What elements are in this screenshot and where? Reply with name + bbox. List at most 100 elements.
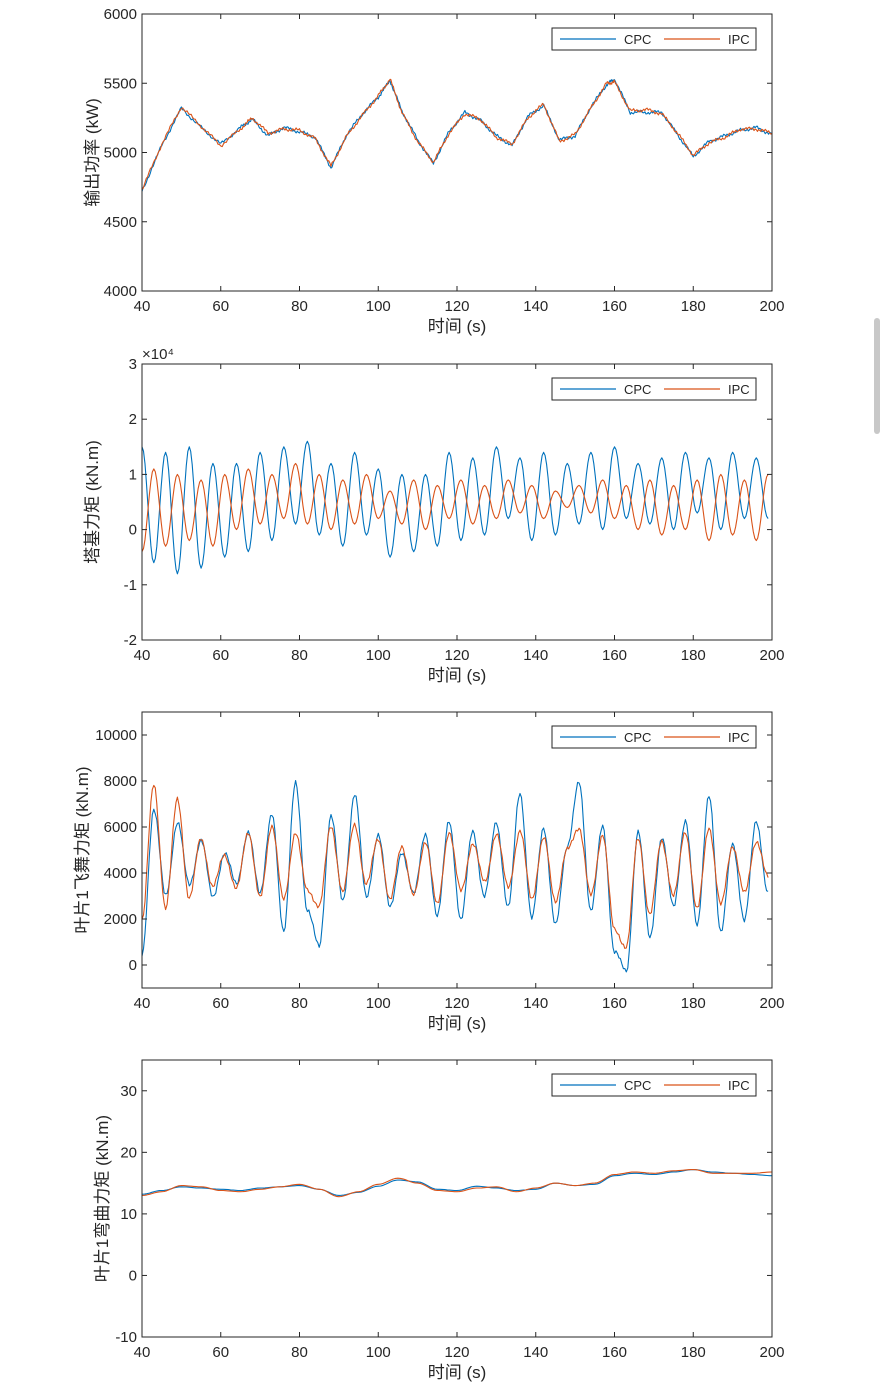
x-tick-label: 180 (681, 647, 706, 664)
legend-box (551, 377, 757, 401)
legend-ipc-label: IPC (728, 730, 750, 745)
x-axis-label: 时间 (s) (428, 317, 487, 336)
x-axis-label: 时间 (s) (428, 666, 487, 685)
y-tick-label: 6000 (104, 6, 137, 23)
page-scrollbar[interactable] (874, 318, 880, 434)
series-line-ipc (142, 1169, 772, 1198)
legend: CPC IPC (551, 27, 757, 51)
y-tick-label: 1 (129, 466, 137, 483)
chart-panel-3: 40 60 80 100 120 140 160 180 2000200040006000800… (73, 711, 785, 1033)
x-tick-label: 80 (291, 647, 308, 664)
legend-box (551, 1073, 757, 1097)
y-tick-label: 5000 (104, 145, 137, 162)
y-tick-label: 0 (129, 957, 137, 974)
y-tick-label: 2000 (104, 911, 137, 928)
x-tick-label: 160 (602, 298, 627, 315)
series-group (142, 1169, 772, 1198)
x-tick-label: 40 (134, 647, 151, 664)
legend-ipc-label: IPC (728, 382, 750, 397)
series-group (142, 779, 769, 973)
series-group (142, 78, 772, 192)
y-tick-label: 5500 (104, 75, 137, 92)
y-tick-label: 4500 (104, 214, 137, 231)
y-tick-label: 0 (129, 1267, 137, 1284)
legend: CPC IPC (551, 377, 757, 401)
y-tick-label: 30 (120, 1083, 137, 1100)
plot-area (142, 14, 772, 291)
y-tick-label: 10 (120, 1206, 137, 1223)
y-tick-label: 8000 (104, 773, 137, 790)
x-tick-label: 200 (759, 995, 784, 1012)
x-tick-label: 40 (134, 298, 151, 315)
series-line-cpc (142, 1169, 772, 1196)
y-tick-label: 3 (129, 356, 137, 373)
legend: CPC IPC (551, 1073, 757, 1097)
x-tick-label: 160 (602, 647, 627, 664)
y-tick-label: 0 (129, 522, 137, 539)
y-tick-label: -10 (115, 1329, 137, 1346)
series-line-ipc (142, 78, 772, 190)
x-tick-label: 100 (366, 647, 391, 664)
x-tick-label: 60 (212, 1344, 229, 1361)
x-tick-label: 200 (759, 1344, 784, 1361)
x-axis-label: 时间 (s) (428, 1014, 487, 1033)
x-tick-label: 40 (134, 1344, 151, 1361)
y-tick-label: -2 (124, 632, 137, 649)
chart-panel-4: 40 60 80 100 120 140 160 180 200 -10 0 10 20 30 时间 (s)… (93, 1059, 785, 1382)
y-tick-label: 10000 (95, 727, 137, 744)
x-tick-label: 180 (681, 995, 706, 1012)
x-axis-label: 时间 (s) (428, 1363, 487, 1382)
x-tick-label: 200 (759, 298, 784, 315)
legend-box (551, 27, 757, 51)
x-tick-label: 80 (291, 995, 308, 1012)
series-line-ipc (142, 462, 769, 552)
legend-ipc-label: IPC (728, 32, 750, 47)
x-tick-label: 120 (444, 1344, 469, 1361)
y-axis-label: 输出功率 (kW) (83, 98, 102, 207)
x-tick-label: 60 (212, 298, 229, 315)
x-tick-label: 160 (602, 995, 627, 1012)
plot-area (142, 364, 772, 640)
y-tick-label: 4000 (104, 865, 137, 882)
y-exponent-label: ×10⁴ (142, 346, 174, 363)
legend-cpc-label: CPC (624, 1078, 651, 1093)
x-tick-label: 80 (291, 298, 308, 315)
legend-cpc-label: CPC (624, 730, 651, 745)
x-tick-label: 100 (366, 995, 391, 1012)
chart-panel-2: 40 60 80 100 120 140 160 180 200 -2 -1 0 1 2 3 ×10⁴ 时间 (… (83, 346, 785, 685)
series-line-ipc (142, 784, 769, 949)
legend: CPC IPC (551, 725, 757, 749)
y-tick-label: 4000 (104, 283, 137, 300)
x-tick-label: 60 (212, 995, 229, 1012)
y-axis-label: 叶片1弯曲力矩 (kN.m) (93, 1115, 112, 1282)
y-axis-label: 叶片1飞舞力矩 (kN.m) (73, 766, 92, 933)
y-tick-label: 2 (129, 411, 137, 428)
legend-cpc-label: CPC (624, 382, 651, 397)
x-tick-label: 120 (444, 298, 469, 315)
plot-area (142, 712, 772, 988)
x-tick-label: 140 (523, 995, 548, 1012)
x-tick-label: 60 (212, 647, 229, 664)
x-tick-label: 180 (681, 1344, 706, 1361)
chart-panel-1: 40 60 80 100 120 140 160 180 200 4000 4500 5000 5500… (83, 6, 785, 336)
x-tick-label: 200 (759, 647, 784, 664)
y-axis-label: 塔基力矩 (kN.m) (83, 440, 102, 564)
x-tick-label: 100 (366, 1344, 391, 1361)
x-tick-label: 180 (681, 298, 706, 315)
legend-cpc-label: CPC (624, 32, 651, 47)
y-tick-label: -1 (124, 577, 137, 594)
x-tick-label: 120 (444, 995, 469, 1012)
legend-ipc-label: IPC (728, 1078, 750, 1093)
y-tick-label: 20 (120, 1144, 137, 1161)
plot-area (142, 1060, 772, 1337)
x-tick-label: 80 (291, 1344, 308, 1361)
x-tick-label: 120 (444, 647, 469, 664)
legend-box (551, 725, 757, 749)
x-tick-label: 40 (134, 995, 151, 1012)
y-tick-label: 6000 (104, 819, 137, 836)
x-tick-label: 160 (602, 1344, 627, 1361)
series-group (142, 440, 769, 575)
x-tick-label: 100 (366, 298, 391, 315)
x-tick-label: 140 (523, 1344, 548, 1361)
